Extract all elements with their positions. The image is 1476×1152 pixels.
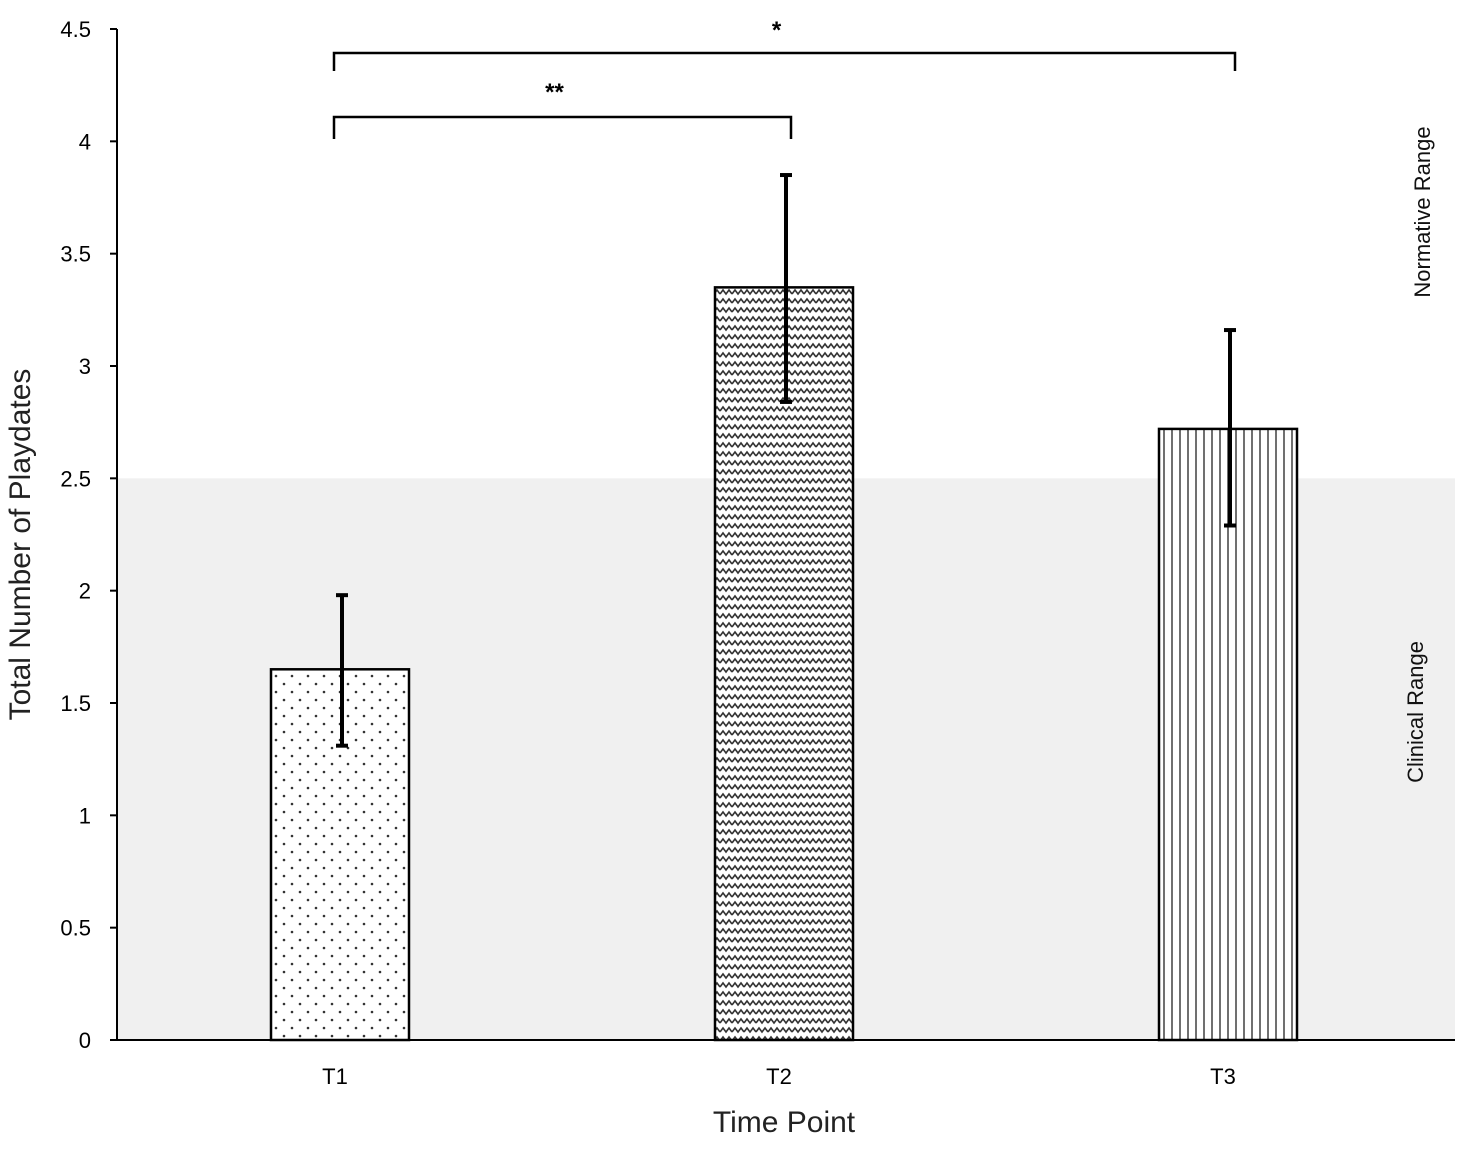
y-tick-label: 4.5: [60, 17, 91, 42]
significance-brackets: ***: [332, 17, 1237, 139]
x-axis-ticks: T1 T2 T3: [322, 1064, 1236, 1089]
significance-label: *: [772, 17, 782, 44]
y-axis-ticks: 0 0.5 1 1.5 2 2.5 3 3.5 4 4.5: [60, 17, 117, 1053]
y-tick-label: 1.5: [60, 691, 91, 716]
x-axis-title: Time Point: [713, 1106, 856, 1139]
y-tick-label: 1: [79, 803, 91, 828]
error-bar-t1: [336, 593, 348, 748]
y-tick-label: 3: [79, 354, 91, 379]
bar-t2: [713, 286, 855, 1042]
significance-bracket: *: [332, 17, 1237, 71]
normative-range-label: Normative Range: [1410, 126, 1435, 297]
y-tick-label: 0.5: [60, 916, 91, 941]
x-tick-label: T3: [1210, 1064, 1236, 1089]
x-tick-label: T2: [766, 1064, 792, 1089]
y-tick-label: 4: [79, 129, 91, 154]
error-bars: [336, 173, 1236, 748]
error-bar-t2: [780, 173, 792, 404]
y-tick-label: 2: [79, 579, 91, 604]
significance-bracket: **: [332, 79, 793, 139]
y-tick-label: 3.5: [60, 242, 91, 267]
clinical-range-label: Clinical Range: [1403, 641, 1428, 783]
bars: [269, 286, 1299, 1042]
significance-label: **: [545, 79, 564, 106]
y-tick-label: 2.5: [60, 466, 91, 491]
y-axis-title: Total Number of Playdates: [4, 369, 37, 721]
error-bar-t3: [1224, 328, 1236, 528]
y-tick-label: 0: [79, 1028, 91, 1053]
x-tick-label: T1: [322, 1064, 348, 1089]
bar-t3: [1157, 427, 1299, 1042]
